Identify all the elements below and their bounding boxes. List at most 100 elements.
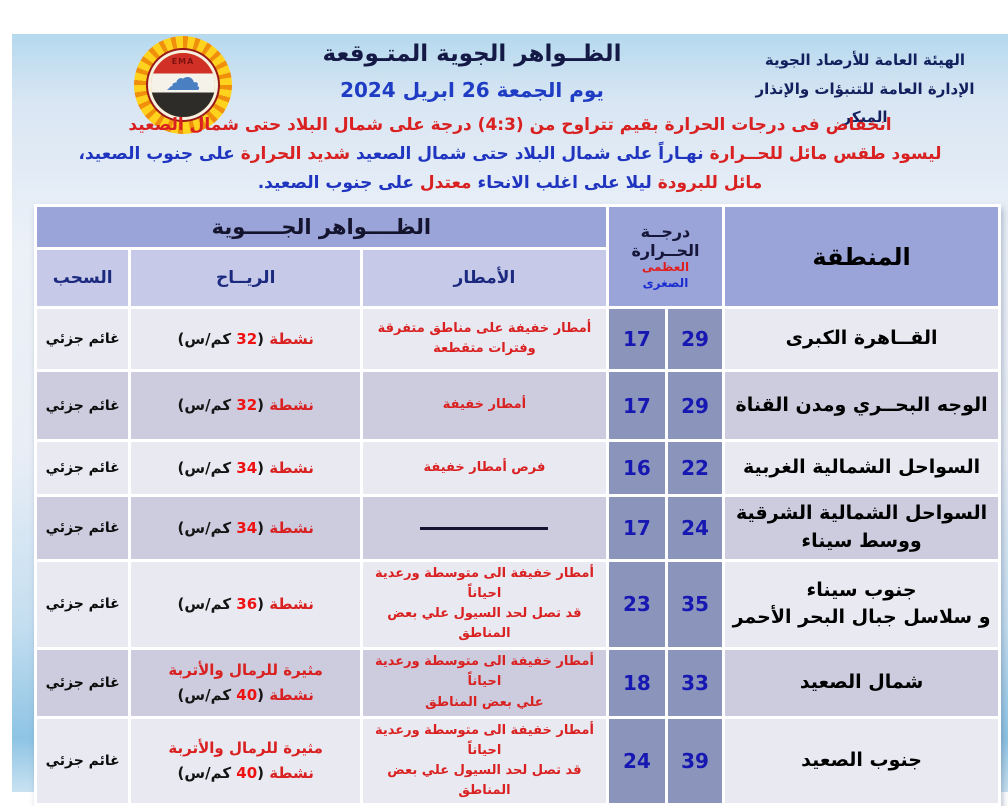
text-segment: ( [257,763,265,782]
table-row: الوجه البحــري ومدن القناة 29 17 أمطار خفيف… [37,372,998,439]
text-segment: كم/س) [177,396,237,415]
max-temp-cell: 39 [667,718,723,804]
page-title: الظــواهر الجوية المتـوقعة [322,41,622,67]
rain-text: أمطار خفيفة على مناطق متفرقة [377,320,592,336]
wind-cell: نشطة (34 كم/س) [131,442,361,494]
title-block: الظــواهر الجوية المتـوقعة يوم الجمعة 26… [262,40,682,102]
text-segment: نشطة [264,396,314,415]
text-segment: مثيرة للرمال والأتربة [168,660,323,679]
text-segment: ليسود طقس مائل للحــرارة [703,144,942,165]
clouds-cell: غائم جزئي [37,649,129,716]
no-rain-dash [420,526,549,530]
temp-header-line2: الحــرارة [631,240,700,260]
forecast-slide: EMA ☁ الظــواهر الجوية المتـوقعة يوم الج… [12,34,1008,806]
temperature-column-header: درجــة الحــرارة العظمى الصغرى [608,207,723,306]
clouds-column-header: السحب [37,250,129,306]
text-segment: 34 [236,518,258,537]
text-segment: مثيرة للرمال والأتربة [168,739,323,758]
rain-cell: أمطار خفيفة الى متوسطة ورعدية احياناً قد … [363,718,606,804]
clouds-cell: غائم جزئي [37,442,129,494]
text-segment: كم/س) [177,685,237,704]
min-temp-cell: 23 [608,562,665,647]
text-segment: نشطة [264,329,314,348]
wind-text: نشطة (40 كم/س) [135,683,356,708]
text-segment: 32 [236,329,258,348]
text-segment: كم/س) [177,518,237,537]
region-name: جنوب سيناء [806,578,917,601]
max-temp-cell: 24 [667,497,723,559]
table-row: السواحل الشمالية الشرقية ووسط سيناء 24 17 نش… [37,497,998,559]
rain-text: أمطار خفيفة الى متوسطة ورعدية احياناً [374,566,594,602]
rain-column-header: الأمطار [363,250,606,306]
cloud-icon: ☁ [165,58,201,99]
wind-cell: نشطة (32 كم/س) [131,372,361,439]
ema-emblem: EMA ☁ [151,53,215,117]
text-segment: انخفاض فى درجات الحرارة بقيم تتراوح من (… [128,115,892,135]
table-row: شمال الصعيد 33 18 أمطار خفيفة الى متوسطة ور… [37,649,998,716]
rain-cell: أمطار خفيفة على مناطق متفرقة وفترات متقطع… [363,309,606,369]
text-segment: نشطة [264,594,314,613]
rain-text: قد تصل لحد السيول علي بعض المناطق [387,762,582,798]
min-temp-cell: 17 [608,372,665,439]
clouds-cell: غائم جزئي [37,372,129,439]
text-segment: ( [257,594,265,613]
rain-cell: أمطار خفيفة الى متوسطة ورعدية احياناً قد … [363,562,606,647]
max-temp-cell: 29 [667,372,723,439]
max-temp-cell: 22 [667,442,723,494]
announcement-line: انخفاض فى درجات الحرارة بقيم تتراوح من (… [20,111,1000,140]
max-temp-cell: 29 [667,309,723,369]
text-segment: على جنوب الصعيد. [257,173,415,194]
text-segment: معتدل [414,173,472,194]
wind-text: نشطة (32 كم/س) [135,327,356,352]
region-name: جنوب الصعيد [801,749,923,772]
text-segment: نشطة [264,518,314,537]
wind-text: مثيرة للرمال والأتربة [135,658,356,683]
wind-text: مثيرة للرمال والأتربة [135,736,356,761]
text-segment: نشطة [264,685,314,704]
clouds-cell: غائم جزئي [37,562,129,647]
region-name: الوجه البحــري ومدن القناة [735,393,988,416]
text-segment: ( [257,458,265,477]
rain-cell: فرص أمطار خفيفة [363,442,606,494]
clouds-cell: غائم جزئي [37,497,129,559]
region-cell: جنوب الصعيد [725,718,998,804]
org-authority-line: الهيئة العامة للأرصاد الجوية [764,51,966,69]
wind-cell: نشطة (34 كم/س) [131,497,361,559]
max-temp-cell: 35 [667,562,723,647]
text-segment: ( [257,685,265,704]
clouds-cell: غائم جزئي [37,309,129,369]
text-segment: كم/س) [177,763,237,782]
weather-announcement: انخفاض فى درجات الحرارة بقيم تتراوح من (… [20,111,1000,199]
text-segment: نهـاراً على شمال البلاد حتى شمال الصعيد [350,144,704,165]
region-cell: القــاهرة الكبرى [725,309,998,369]
min-temp-cell: 18 [608,649,665,716]
text-segment: مائل للبرودة [651,173,763,194]
text-segment: 34 [236,458,258,477]
region-name: شمال الصعيد [799,670,924,693]
table-row: القــاهرة الكبرى 29 17 أمطار خفيفة على مناط… [37,309,998,369]
wind-text: نشطة (34 كم/س) [135,516,356,541]
rain-text: فرص أمطار خفيفة [423,459,546,475]
min-temp-label: الصغرى [642,275,689,290]
wind-text: نشطة (40 كم/س) [135,761,356,786]
text-segment: نشطة [264,458,314,477]
weather-table: المنطقة درجــة الحــرارة العظمى الصغرى ا… [34,204,1001,806]
text-segment: 36 [236,594,258,613]
wind-cell: مثيرة للرمال والأتربة نشطة (40 كم/س) [131,718,361,804]
region-cell: السواحل الشمالية الشرقية ووسط سيناء [725,497,998,559]
region-cell: شمال الصعيد [725,649,998,716]
rain-cell [363,497,606,559]
wind-text: نشطة (36 كم/س) [135,592,356,617]
text-segment: 40 [236,763,258,782]
region-column-header: المنطقة [725,207,998,306]
rain-text: علي بعض المناطق [425,694,544,710]
region-name: السواحل الشمالية الشرقية [736,502,988,525]
table-row: جنوب الصعيد 39 24 أمطار خفيفة الى متوسطة ور… [37,718,998,804]
wind-column-header: الريــاح [131,250,361,306]
clouds-cell: غائم جزئي [37,718,129,804]
rain-text: أمطار خفيفة الى متوسطة ورعدية احياناً [374,654,594,690]
ema-logo: EMA ☁ [134,36,232,134]
text-segment: ( [257,396,265,415]
text-segment: كم/س) [177,594,237,613]
wind-cell: نشطة (36 كم/س) [131,562,361,647]
